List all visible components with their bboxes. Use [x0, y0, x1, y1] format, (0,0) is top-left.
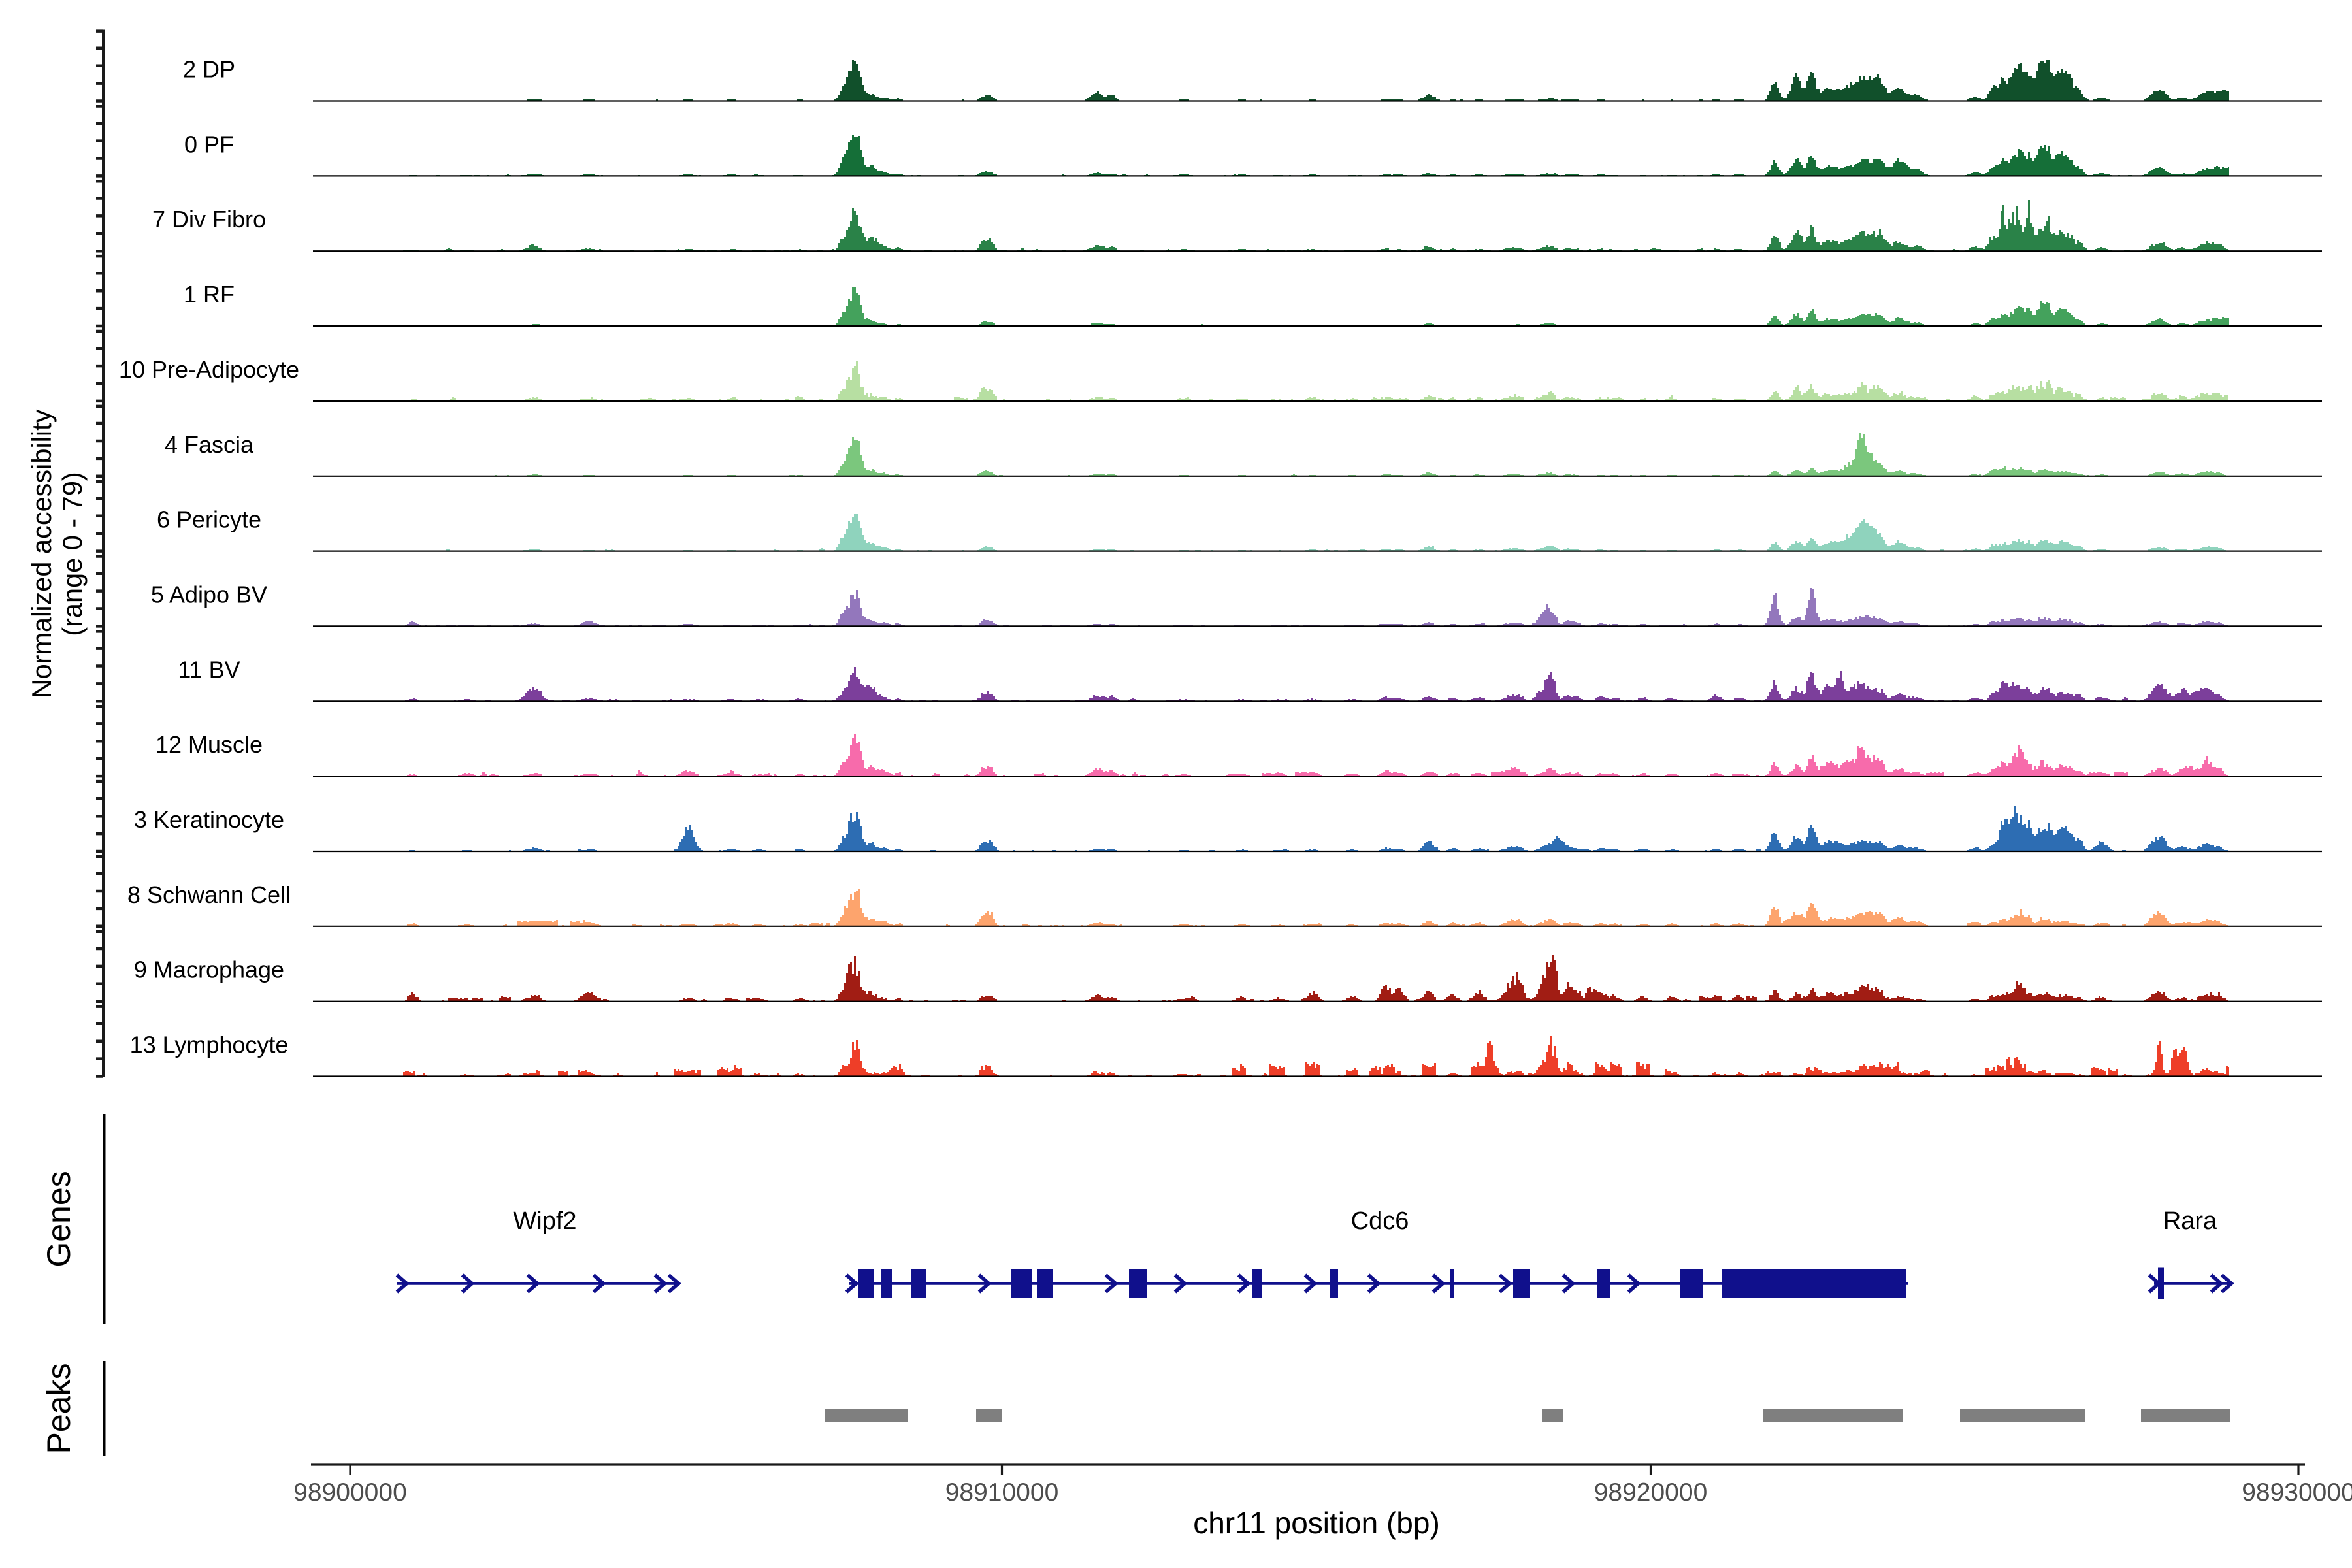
svg-text:98910000: 98910000 [945, 1478, 1059, 1507]
svg-text:98930000: 98930000 [2242, 1478, 2352, 1507]
svg-text:2 DP: 2 DP [183, 56, 235, 83]
svg-text:11 BV: 11 BV [178, 656, 240, 683]
svg-text:0 PF: 0 PF [184, 131, 234, 157]
svg-text:Normalized accessibility: Normalized accessibility [26, 409, 57, 698]
svg-text:4 Fascia: 4 Fascia [165, 431, 254, 458]
svg-text:Wipf2: Wipf2 [513, 1207, 576, 1235]
svg-text:5 Adipo BV: 5 Adipo BV [151, 581, 267, 608]
svg-text:Genes: Genes [41, 1171, 77, 1267]
svg-text:6 Pericyte: 6 Pericyte [157, 506, 261, 533]
svg-text:98920000: 98920000 [1594, 1478, 1708, 1507]
svg-text:9 Macrophage: 9 Macrophage [134, 956, 284, 983]
svg-text:3 Keratinocyte: 3 Keratinocyte [134, 806, 284, 833]
svg-text:7 Div Fibro: 7 Div Fibro [152, 206, 266, 233]
svg-text:12 Muscle: 12 Muscle [155, 731, 263, 758]
svg-text:98900000: 98900000 [293, 1478, 407, 1507]
svg-text:Peaks: Peaks [41, 1364, 77, 1454]
svg-text:10 Pre-Adipocyte: 10 Pre-Adipocyte [119, 356, 299, 383]
svg-text:Cdc6: Cdc6 [1351, 1207, 1409, 1235]
svg-text:Rara: Rara [2163, 1207, 2217, 1235]
svg-text:8 Schwann Cell: 8 Schwann Cell [127, 881, 291, 908]
svg-text:(range 0 - 79): (range 0 - 79) [57, 472, 88, 636]
svg-text:13 Lymphocyte: 13 Lymphocyte [130, 1032, 289, 1058]
svg-text:chr11 position (bp): chr11 position (bp) [1193, 1506, 1440, 1540]
svg-text:1 RF: 1 RF [184, 281, 235, 308]
